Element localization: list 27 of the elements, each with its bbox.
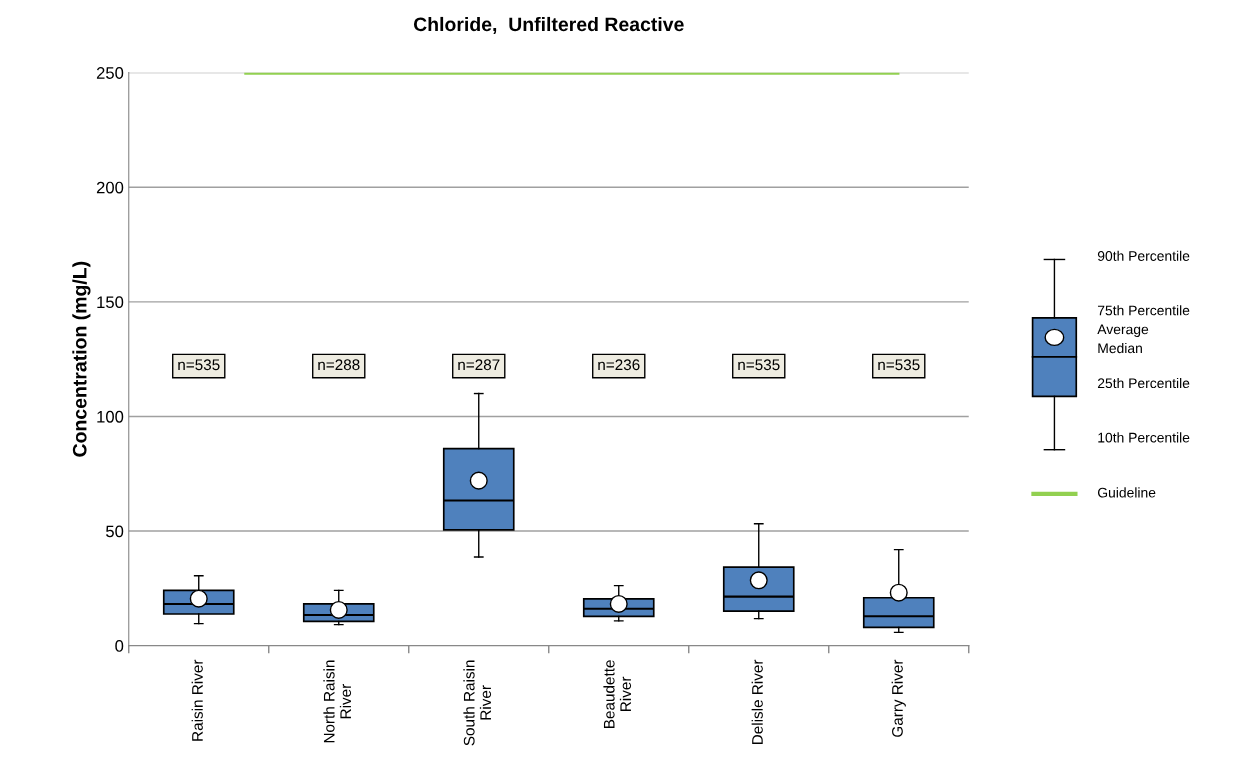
text: Median (1098, 342, 1142, 354)
text: 90th Percentile (1097, 250, 1190, 261)
y-tick-label: 200 (96, 181, 124, 194)
x-tick-label: Beaudette River (603, 660, 632, 728)
annotation: n=535 (738, 359, 780, 371)
annotation: n=236 (598, 359, 640, 371)
legend-label: Guideline (1097, 487, 1156, 498)
annotation: n=535 (178, 359, 220, 371)
x-tick-label: Raisin River (191, 659, 203, 741)
annotation: n=287 (458, 359, 500, 371)
x-tick-label: Garry River (891, 659, 906, 737)
chart-title: Chloride, Unfiltered Reactive (413, 16, 684, 35)
x-tick-label: South Raisin River (463, 660, 492, 746)
y-tick-label: 50 (106, 525, 124, 538)
y-tick-label: 0 (115, 640, 124, 652)
y-axis-title: Concentration (mg/L) (72, 261, 91, 457)
annotation: n=535 (878, 359, 920, 371)
text: 75th Percentile (1097, 305, 1190, 316)
text: 25th Percentile (1097, 377, 1190, 389)
y-tick-label: 150 (97, 296, 124, 309)
annotation: n=288 (318, 359, 360, 371)
x-tick-label: North Raisin River (323, 660, 352, 743)
text: Average (1097, 324, 1149, 337)
text: 10th Percentile (1098, 432, 1190, 443)
y-tick-label: 100 (97, 410, 124, 423)
y-tick-label: 250 (96, 67, 124, 79)
x-tick-label: Delisle River (751, 659, 763, 745)
